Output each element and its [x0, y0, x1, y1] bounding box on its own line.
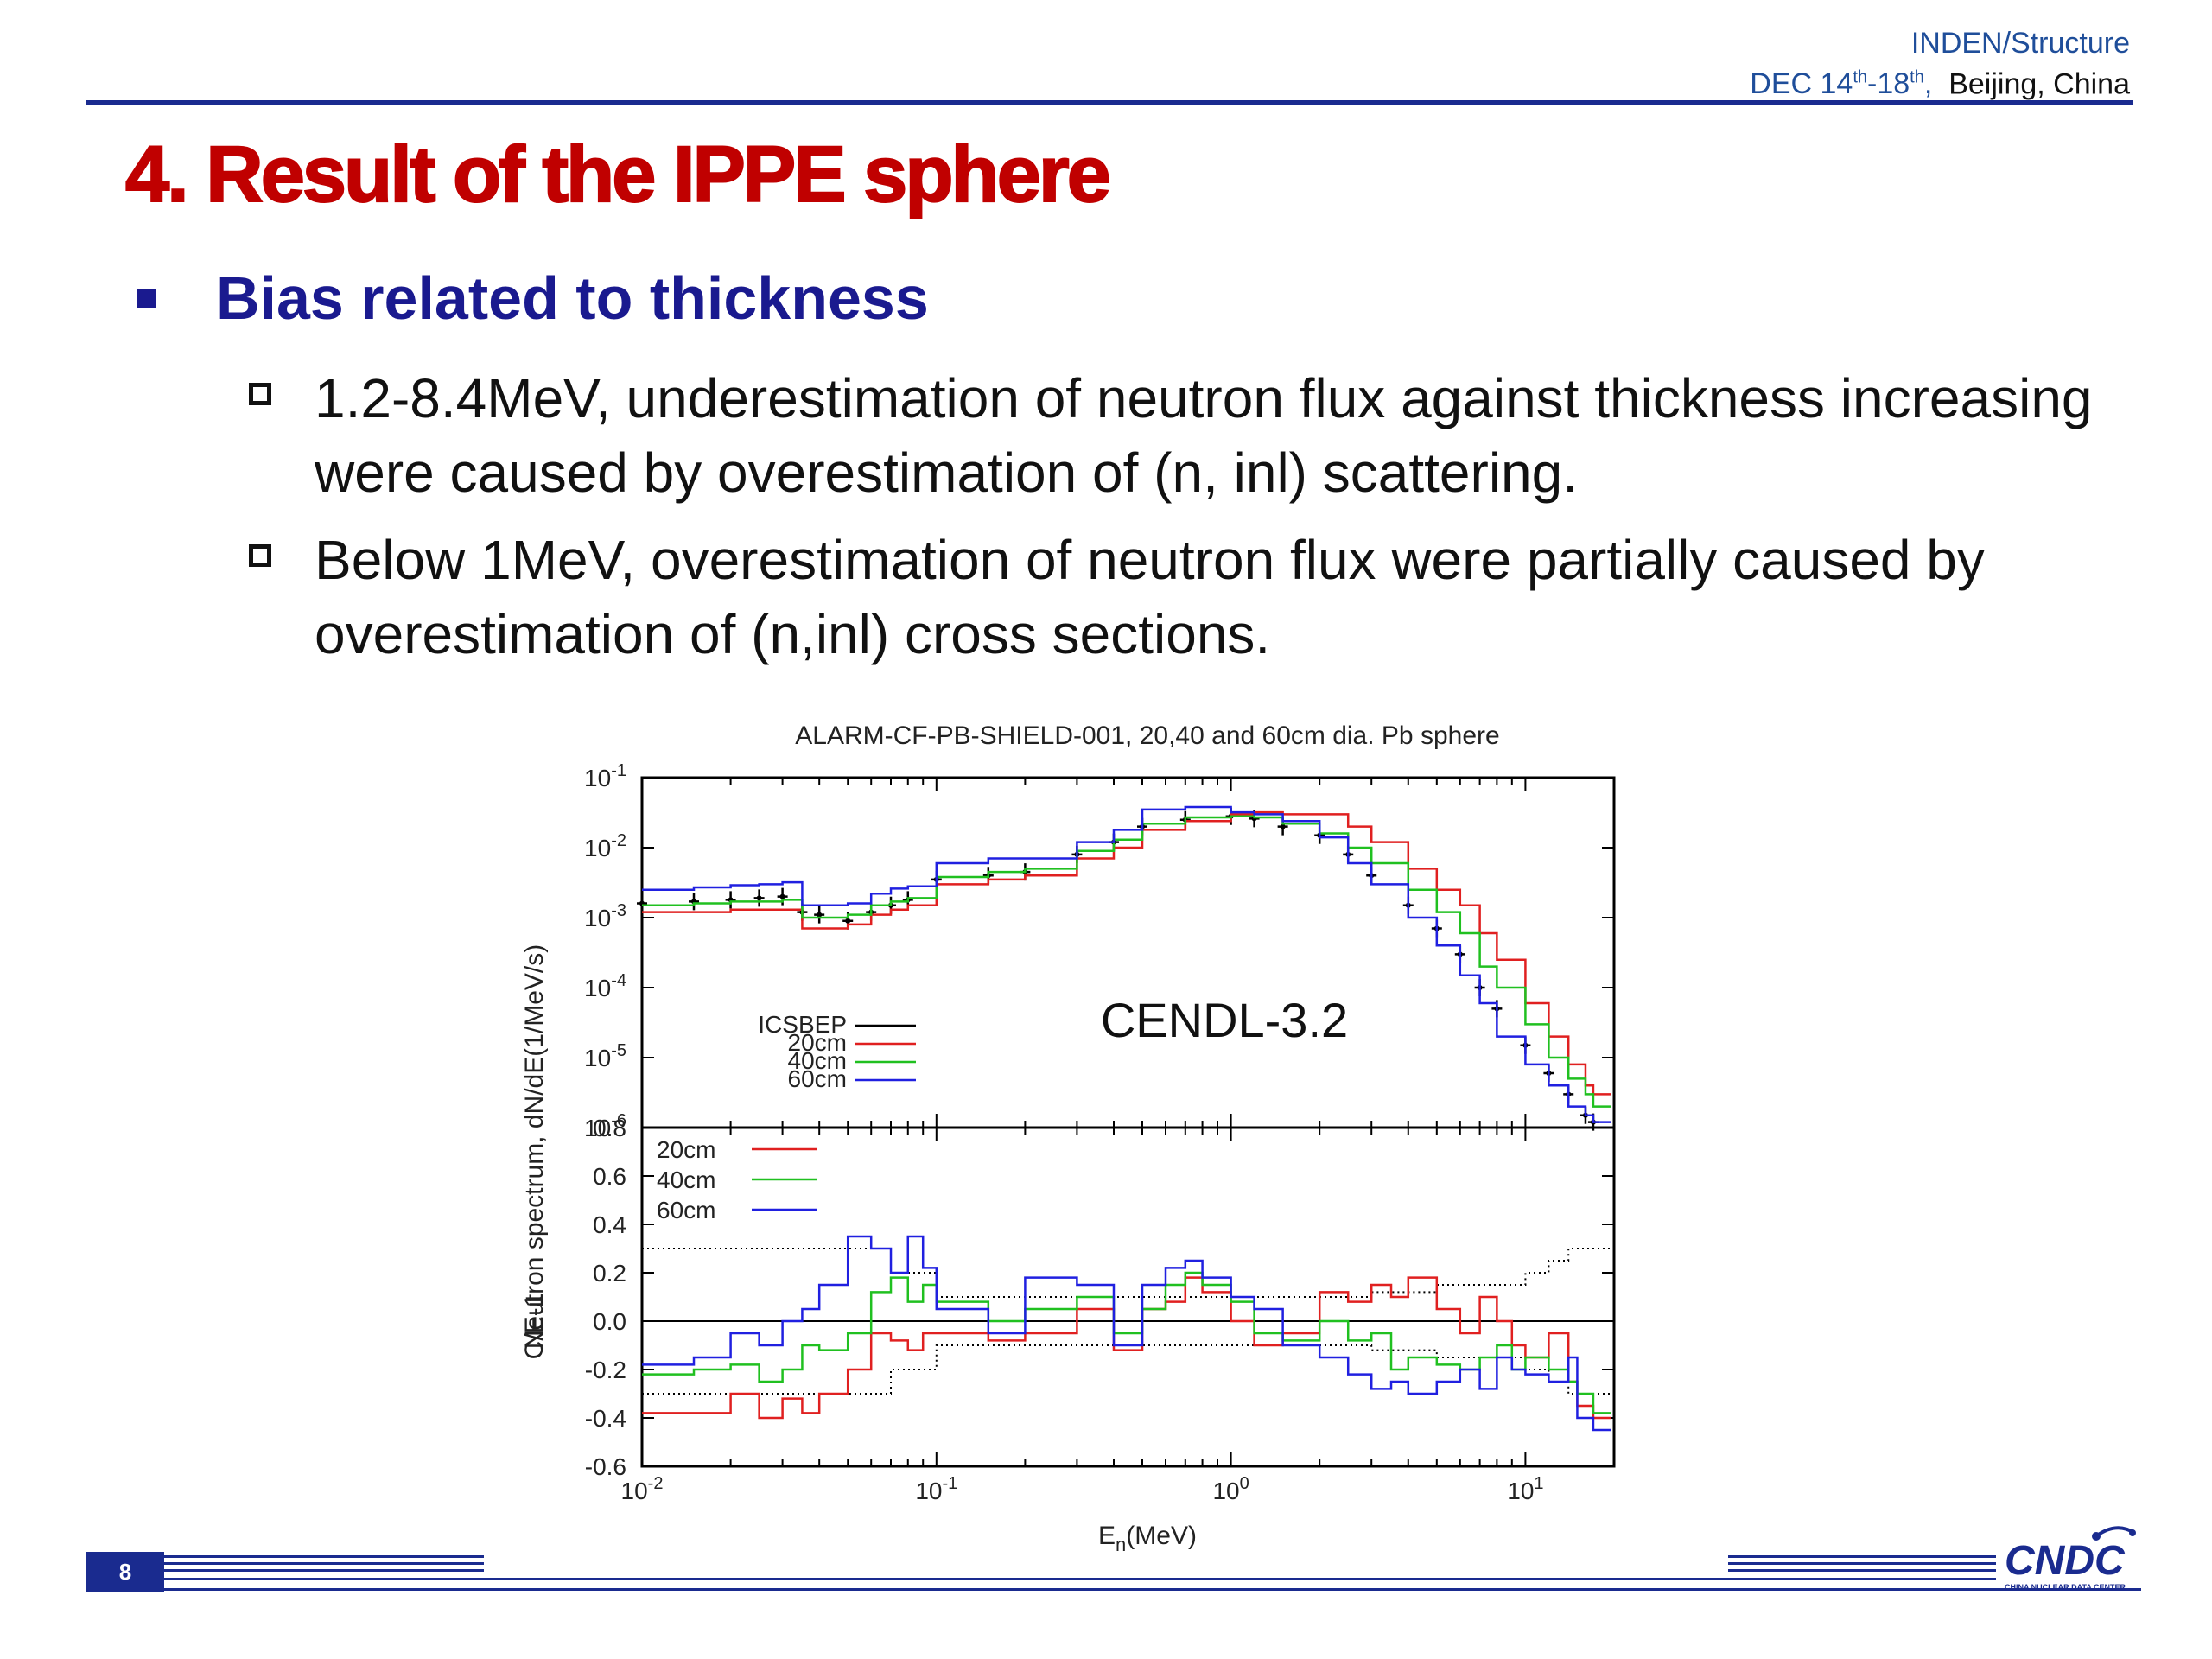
cendl-annotation: CENDL-3.2	[1101, 993, 1348, 1047]
conference-place: Beijing, China	[1948, 67, 2130, 101]
bottom-y-tick-label: -0.4	[585, 1405, 626, 1432]
slide-title: 4. Result of the IPPE sphere	[124, 130, 1112, 219]
bottom-chart-ylabel: C/E-1	[520, 1294, 549, 1360]
top-chart-ylabel: Neutron spectrum, dN/dE(1/MeV/s)	[520, 944, 549, 1350]
data-point-icsbep	[779, 893, 785, 899]
footer-line-right-2	[1728, 1562, 1996, 1565]
ce-series-line-60cm	[642, 1235, 1611, 1432]
ce-series-line-20cm	[642, 1276, 1611, 1420]
footer-line-left	[164, 1555, 484, 1558]
date-prefix: DEC 14	[1750, 67, 1853, 101]
x-tick-label: 101	[1507, 1474, 1543, 1504]
series-line-40cm	[642, 815, 1611, 1108]
square-bullet-icon	[137, 289, 156, 308]
conference-name: INDEN/Structure	[1910, 27, 2130, 60]
hollow-square-bullet-icon	[249, 383, 271, 405]
data-point-icsbep	[1280, 823, 1286, 830]
x-axis-label-main: E	[1098, 1522, 1116, 1550]
logo-subtext: CHINA NUCLEAR DATA CENTER	[2005, 1583, 2126, 1592]
top-y-tick-label: 10-5	[584, 1041, 626, 1071]
series-icsbep-markers	[637, 807, 1599, 1131]
top-y-tick-label: 10-2	[584, 831, 626, 861]
sub-bullet-1-text: 1.2-8.4MeV, underestimation of neutron f…	[315, 367, 2093, 504]
data-point-icsbep	[845, 918, 851, 924]
bottom-y-tick-label: 0.2	[593, 1260, 626, 1287]
header-info: INDEN/Structure DEC 14th-18th, Beijing, …	[1750, 26, 2130, 101]
ce-series-line-40cm	[642, 1271, 1611, 1414]
bottom-y-tick-label: -0.6	[585, 1453, 626, 1480]
bottom-y-tick-label: 0.8	[593, 1115, 626, 1141]
footer-line-bottom	[86, 1588, 2141, 1591]
bottom-legend-label-60cm: 60cm	[657, 1197, 715, 1224]
cndc-logo: CNDC CHINA NUCLEAR DATA CENTER	[2005, 1526, 2136, 1592]
bottom-y-tick-label: -0.2	[585, 1357, 626, 1383]
data-point-icsbep	[756, 895, 762, 901]
uncertainty-band-upper	[642, 1248, 1611, 1298]
data-point-icsbep	[817, 912, 823, 918]
bottom-y-tick-label: 0.4	[593, 1211, 626, 1238]
bottom-y-tick-label: 0.0	[593, 1308, 626, 1335]
conference-date: DEC 14th-18th,	[1750, 67, 1932, 100]
x-axis-label: En(MeV)	[1098, 1522, 1197, 1555]
series-line-20cm	[642, 810, 1611, 1096]
date-sup-1: th	[1853, 68, 1868, 87]
footer-line-left-3	[164, 1569, 484, 1572]
conference-date-place: DEC 14th-18th, Beijing, China	[1750, 60, 2130, 101]
x-axis-label-suffix: (MeV)	[1126, 1522, 1197, 1550]
hollow-square-bullet-icon	[249, 544, 271, 567]
bottom-y-tick-label: 0.6	[593, 1163, 626, 1190]
bottom-plot-frame	[640, 1126, 1616, 1468]
footer-line-left-2	[164, 1562, 484, 1565]
top-legend-label-40cm: 40cm	[788, 1047, 847, 1074]
top-legend-label-ICSBEP: ICSBEP	[758, 1011, 847, 1038]
page-number: 8	[86, 1552, 164, 1592]
top-divider	[86, 100, 2133, 105]
date-sup-2: th	[1910, 68, 1924, 87]
date-mid: -18	[1867, 67, 1910, 101]
top-y-tick-label: 10-6	[584, 1111, 626, 1141]
x-tick-label: 10-1	[915, 1474, 957, 1504]
main-bullet-text: Bias related to thickness	[216, 264, 929, 332]
spectrum-chart: ALARM-CF-PB-SHIELD-001, 20,40 and 60cm d…	[520, 721, 1616, 1555]
top-legend-label-60cm: 60cm	[788, 1065, 847, 1092]
footer-line-right-3	[1728, 1569, 1996, 1572]
main-bullet: Bias related to thickness	[137, 264, 929, 333]
top-y-tick-label: 10-4	[584, 971, 626, 1001]
chart-title: ALARM-CF-PB-SHIELD-001, 20,40 and 60cm d…	[795, 721, 1499, 750]
top-y-tick-label: 10-3	[584, 901, 626, 931]
date-suffix: ,	[1923, 67, 1933, 101]
sub-bullet-2: Below 1MeV, overestimation of neutron fl…	[249, 523, 2138, 671]
x-tick-label: 100	[1212, 1474, 1249, 1504]
x-tick-label: 10-2	[621, 1474, 664, 1504]
chart-plot-area: 10-110-210-310-410-510-6ICSBEP20cm40cm60…	[584, 761, 1616, 1504]
logo-text: CNDC	[2005, 1538, 2126, 1584]
top-legend-label-20cm: 20cm	[788, 1029, 847, 1056]
bottom-legend-label-20cm: 20cm	[657, 1136, 715, 1163]
series-line-60cm	[642, 805, 1611, 1123]
bottom-legend-label-40cm: 40cm	[657, 1166, 715, 1193]
x-axis-label-sub: n	[1116, 1534, 1126, 1555]
footer-line-right	[1728, 1555, 1996, 1558]
top-y-tick-label: 10-1	[584, 761, 626, 791]
sub-bullet-2-text: Below 1MeV, overestimation of neutron fl…	[315, 529, 1985, 665]
footer-line-mid	[164, 1578, 1996, 1580]
sub-bullet-1: 1.2-8.4MeV, underestimation of neutron f…	[249, 361, 2138, 510]
